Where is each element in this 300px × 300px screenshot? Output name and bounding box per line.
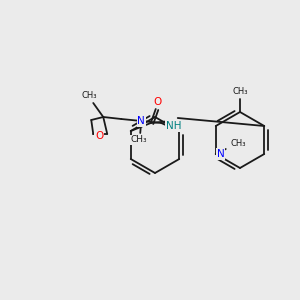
Text: CH₃: CH₃ — [82, 92, 97, 100]
Text: CH₃: CH₃ — [232, 88, 248, 97]
Text: N: N — [137, 116, 145, 126]
Text: O: O — [95, 131, 103, 141]
Text: CH₃: CH₃ — [230, 140, 245, 148]
Text: N: N — [217, 149, 225, 159]
Text: O: O — [154, 97, 162, 107]
Text: NH: NH — [166, 121, 182, 131]
Text: CH₃: CH₃ — [131, 136, 148, 145]
